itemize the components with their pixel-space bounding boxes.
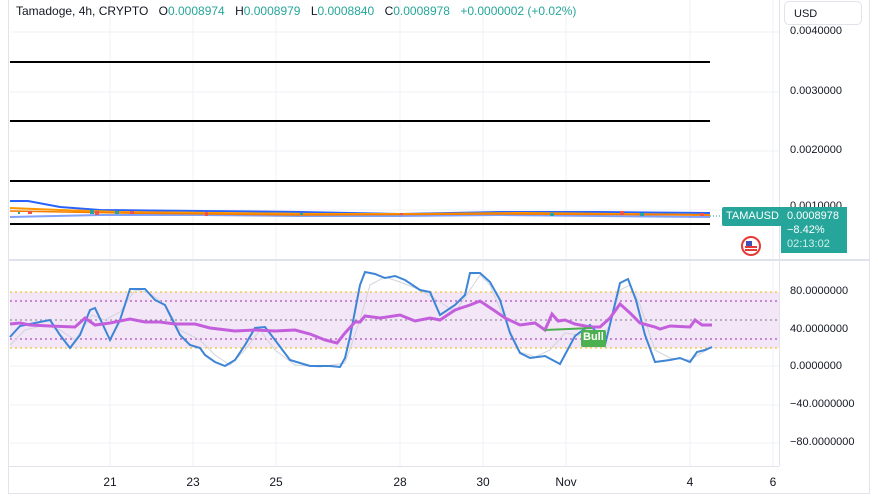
price-tick: 0.0020000 xyxy=(790,144,842,156)
time-tick: 21 xyxy=(103,475,117,489)
high-value: 0.0008979 xyxy=(243,4,301,18)
osc-tick: 40.0000000 xyxy=(790,323,849,335)
us-flag-icon[interactable] xyxy=(741,236,761,256)
osc-tick: −40.0000000 xyxy=(790,398,855,410)
rsi-line xyxy=(9,299,712,345)
symbol-legend: Tamadoge, 4h, CRYPTO O0.0008974 H0.00089… xyxy=(16,4,576,18)
horizontal-ray-lines xyxy=(10,61,710,225)
change-value: +0.0000002 (+0.02%) xyxy=(460,4,577,18)
current-price-badge: 0.0008978 −8.42% 02:13:02 xyxy=(781,207,847,253)
open-label: O xyxy=(158,4,168,18)
osc-tick: 80.0000000 xyxy=(790,285,849,297)
symbol-badge: TAMAUSD xyxy=(722,207,783,226)
change-percent: −8.42% xyxy=(787,224,825,236)
bull-divergence-line xyxy=(544,327,593,331)
time-axis[interactable]: 21 23 25 28 30 Nov 4 6 xyxy=(8,466,779,495)
close-label: C xyxy=(384,4,394,18)
time-tick: 30 xyxy=(476,475,490,489)
bar-countdown: 02:13:02 xyxy=(787,238,830,250)
open-value: 0.0008974 xyxy=(167,4,225,18)
time-tick: 28 xyxy=(393,475,407,489)
vertical-gridlines xyxy=(109,0,774,466)
osc-tick: −80.0000000 xyxy=(790,436,855,448)
time-tick: 6 xyxy=(769,475,777,489)
bull-label: Bull xyxy=(583,331,604,343)
horizontal-gridlines xyxy=(10,31,779,444)
osc-tick: 0.0000000 xyxy=(790,360,842,372)
chart-frame xyxy=(8,0,870,494)
low-value: 0.0008840 xyxy=(317,4,375,18)
time-tick: 25 xyxy=(269,475,283,489)
current-price: 0.0008978 xyxy=(787,210,839,222)
close-value: 0.0008978 xyxy=(393,4,450,18)
symbol-title: Tamadoge, 4h, CRYPTO xyxy=(16,4,149,18)
bull-marker xyxy=(581,330,606,347)
time-tick: 23 xyxy=(186,475,200,489)
candles xyxy=(18,210,704,216)
price-tick: 0.0030000 xyxy=(790,85,842,97)
pane-separator[interactable] xyxy=(8,259,870,261)
currency-selector[interactable]: USD xyxy=(784,1,862,25)
high-label: H xyxy=(235,4,244,18)
low-label: L xyxy=(310,4,318,18)
moving-averages xyxy=(9,200,711,218)
price-tick: 0.0040000 xyxy=(790,25,842,37)
time-tick: 4 xyxy=(686,475,694,489)
time-tick: Nov xyxy=(555,475,577,489)
